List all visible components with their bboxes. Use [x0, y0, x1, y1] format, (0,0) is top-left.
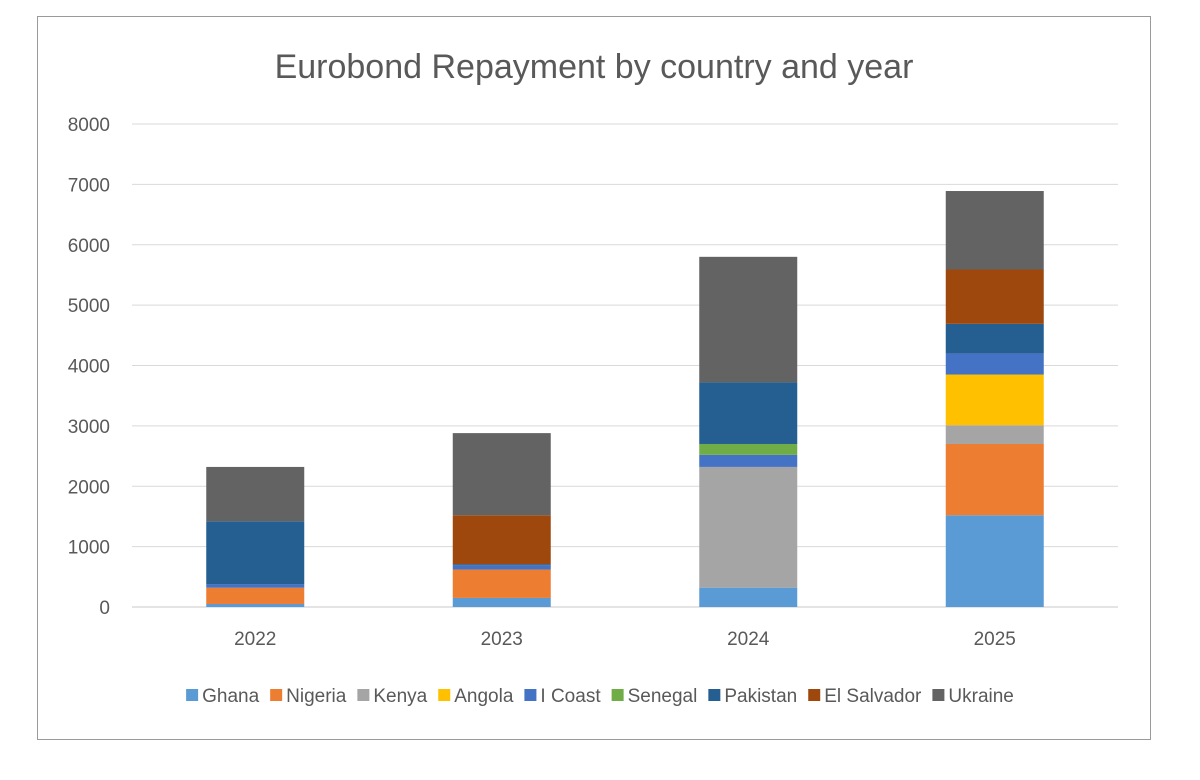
bar-segment-kenya: [699, 466, 798, 588]
y-tick-label: 2000: [68, 477, 110, 498]
bar-segment-pakistan: [206, 521, 305, 585]
legend-item: Kenya: [357, 686, 428, 707]
bar-segment-ukraine: [452, 433, 551, 516]
y-tick-label: 6000: [68, 236, 110, 257]
bar-segment-el-salvador: [452, 515, 551, 565]
legend-swatch: [524, 689, 537, 701]
legend-label: Kenya: [373, 686, 427, 707]
y-tick-label: 8000: [68, 115, 110, 136]
y-tick-label: 7000: [68, 175, 110, 196]
legend-label: Pakistan: [724, 686, 797, 707]
legend-item: Pakistan: [708, 686, 797, 707]
legend-swatch: [808, 689, 821, 701]
legend-swatch: [708, 689, 721, 701]
legend-label: Ukraine: [948, 686, 1013, 707]
bar-segment-pakistan: [699, 382, 798, 444]
legend-label: I Coast: [540, 686, 601, 707]
legend-swatch: [438, 689, 451, 701]
x-tick-label: 2023: [481, 629, 523, 650]
bar-segment-nigeria: [452, 569, 551, 598]
x-axis-ticks: 2022 2023 2024 2025: [234, 629, 1016, 650]
y-tick-label: 1000: [68, 538, 110, 559]
legend-swatch: [270, 689, 283, 701]
bar-segment-angola: [945, 374, 1044, 426]
legend-item: I Coast: [524, 686, 601, 707]
y-tick-label: 0: [99, 598, 110, 619]
bar-segment-ukraine: [699, 256, 798, 383]
bar-segment-pakistan: [452, 564, 551, 566]
bar-segment-ukraine: [945, 191, 1044, 270]
legend-item: Nigeria: [270, 686, 347, 707]
y-tick-label: 5000: [68, 296, 110, 317]
bar-segment-nigeria: [945, 443, 1044, 516]
legend-item: Angola: [438, 686, 514, 707]
bar-segment-pakistan: [945, 323, 1044, 354]
bar-segment-i-coast: [699, 454, 798, 467]
x-tick-label: 2024: [727, 629, 770, 650]
bar-segment-nigeria: [206, 587, 305, 604]
legend-label: Senegal: [628, 686, 698, 707]
bar-segment-kenya: [945, 425, 1044, 444]
legend-item: El Salvador: [808, 686, 922, 707]
legend-label: Nigeria: [286, 686, 347, 707]
bar-segment-i-coast: [945, 353, 1044, 375]
legend-label: El Salvador: [824, 686, 922, 707]
legend: Ghana Nigeria Kenya Angola I Coast Senegal Pak…: [186, 686, 1014, 707]
bar-segment-ghana: [206, 603, 305, 607]
chart-title: Eurobond Repayment by country and year: [275, 48, 914, 86]
legend-label: Ghana: [202, 686, 259, 707]
bar-segment-el-salvador: [945, 269, 1044, 324]
bar-segment-ghana: [945, 515, 1044, 607]
bar-segment-ukraine: [206, 466, 305, 522]
legend-label: Angola: [454, 686, 514, 707]
bar-segment-i-coast: [452, 565, 551, 570]
legend-swatch: [186, 689, 199, 701]
bar-segment-i-coast: [206, 584, 305, 588]
bars: [206, 191, 1044, 607]
y-tick-label: 3000: [68, 417, 110, 438]
legend-item: Ghana: [186, 686, 260, 707]
legend-swatch: [611, 689, 624, 701]
legend-swatch: [357, 689, 370, 701]
y-axis-ticks: 0 1000 2000 3000 4000 5000 6000 7000 8000: [68, 115, 110, 619]
x-tick-label: 2022: [234, 629, 276, 650]
legend-item: Senegal: [611, 686, 698, 707]
bar-segment-ghana: [699, 587, 798, 607]
legend-swatch: [932, 689, 945, 701]
bar-segment-senegal: [699, 443, 798, 455]
bar-segment-ghana: [452, 597, 551, 607]
x-tick-label: 2025: [974, 629, 1016, 650]
y-tick-label: 4000: [68, 357, 110, 378]
legend-item: Ukraine: [932, 686, 1014, 707]
